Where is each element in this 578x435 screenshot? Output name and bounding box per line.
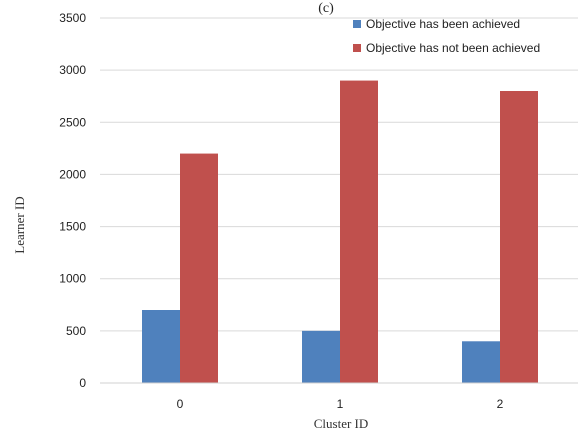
bar-achieved-cluster-1 — [302, 330, 340, 383]
y-tick-label: 2500 — [59, 115, 86, 129]
y-tick-label: 3000 — [59, 63, 86, 77]
x-tick-label: 2 — [497, 397, 504, 411]
legend: Objective has been achieved Objective has… — [353, 17, 540, 55]
y-axis-title: Learner ID — [12, 196, 27, 253]
bar-not-achieved-cluster-2 — [500, 91, 538, 383]
legend-swatch — [353, 44, 361, 52]
bar-achieved-cluster-2 — [462, 341, 500, 383]
y-tick-label: 1000 — [59, 272, 86, 286]
legend-label: Objective has been achieved — [366, 17, 520, 31]
legend-label: Objective has not been achieved — [366, 41, 540, 55]
bars — [142, 80, 538, 384]
y-tick-label: 3500 — [59, 11, 86, 25]
y-tick-label: 2000 — [59, 167, 86, 181]
legend-swatch — [353, 20, 361, 28]
x-tick-label: 1 — [337, 397, 344, 411]
bar-not-achieved-cluster-1 — [340, 80, 378, 384]
x-axis-ticks: 0 1 2 — [177, 397, 504, 411]
bar-not-achieved-cluster-0 — [180, 153, 218, 383]
x-axis-title: Cluster ID — [314, 416, 369, 431]
bar-achieved-cluster-0 — [142, 310, 180, 383]
x-tick-label: 0 — [177, 397, 184, 411]
chart-top-label: (c) — [318, 1, 334, 16]
y-tick-label: 0 — [79, 376, 86, 390]
y-tick-label: 500 — [66, 324, 86, 338]
y-tick-label: 1500 — [59, 220, 86, 234]
y-axis-ticks: 0 500 1000 1500 2000 2500 3000 3500 — [59, 11, 86, 390]
